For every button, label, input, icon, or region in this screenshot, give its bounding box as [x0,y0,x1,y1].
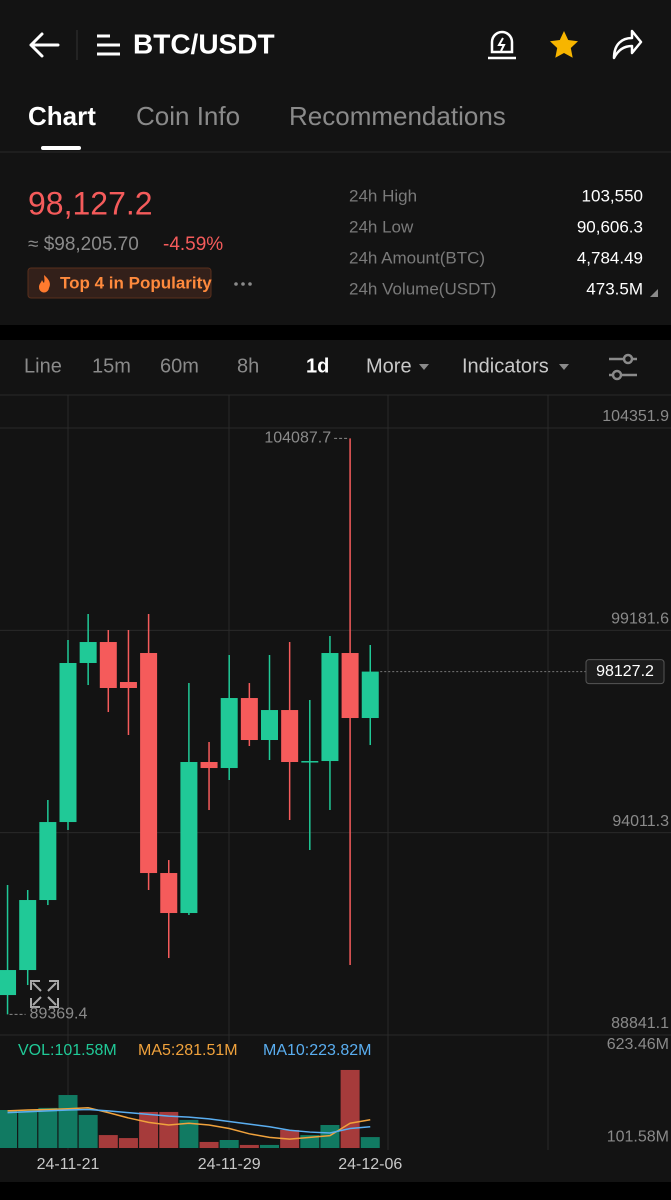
high-label: 104087.7 [264,430,331,447]
volume-bar [118,1138,138,1148]
volume-bar [18,1110,38,1148]
y-tick-label: 94011.3 [612,813,669,830]
y-tick-label: 101.58M [607,1128,669,1145]
stat-label: 24h Low [349,217,414,236]
volume-bar [179,1119,199,1148]
candle-body [99,642,117,689]
interval[interactable]: 60m [160,355,199,377]
volume-bar [159,1111,179,1148]
tab[interactable]: Chart [28,101,96,131]
volume-bar [199,1141,219,1148]
more-dots[interactable] [234,282,252,286]
candle-body [321,653,339,762]
interval[interactable]: More [366,355,412,377]
flame-icon [38,275,50,293]
tab[interactable]: Coin Info [136,101,240,131]
stat-value: 4,784.49 [577,248,643,267]
y-tick-label: 104351.9 [602,408,669,425]
interval[interactable]: 1d [306,355,329,377]
back-button[interactable] [29,32,60,58]
candle-body [341,653,359,719]
interval[interactable]: Line [24,355,62,377]
x-tick-label: 24-11-29 [198,1156,261,1173]
stat-value: 90,606.3 [577,217,643,236]
volume-bar [38,1107,58,1148]
candle-body [79,642,97,663]
stat-value: 473.5M [586,279,643,298]
candle-body [160,873,178,914]
legend-entry: MA10:223.82M [263,1042,372,1059]
stat-label: 24h High [349,186,417,205]
candle-body [361,671,379,719]
interval[interactable]: 15m [92,355,131,377]
volume-bar [0,1110,18,1148]
candle-body [0,970,17,996]
volume-bar [260,1144,279,1148]
expand-icon[interactable] [30,980,59,1008]
y-tick-label: 99181.6 [611,611,669,628]
pair-title[interactable]: BTC/USDT [133,28,275,59]
last-price: 98,127.2 [28,185,153,221]
corner-mark [650,289,658,297]
volume-bar [360,1137,380,1148]
candle-body [261,710,278,741]
ma-line [7,1108,371,1134]
last-price-label: 98127.2 [596,663,654,680]
legend-entry: VOL:101.58M [18,1042,117,1059]
badge[interactable] [27,267,212,299]
volume-bar [78,1114,98,1148]
candle-body [39,822,57,901]
interval[interactable]: Indicators [462,355,549,377]
volume-bar [219,1140,239,1148]
candle-body [281,710,299,763]
low-label: 89369.4 [30,1006,88,1023]
x-tick-label: 24-12-06 [338,1156,402,1173]
candle-body [140,653,158,874]
last-price-box [585,659,665,685]
volume-bar [320,1125,340,1148]
candle-body [59,662,77,823]
candle-body [301,761,319,763]
legend-entry: MA5:281.51M [138,1042,238,1059]
candle-body [180,762,198,914]
x-tick-label: 24-11-21 [37,1156,100,1173]
candle-body [119,682,137,689]
interval[interactable]: 8h [237,355,259,377]
stat-value: 103,550 [582,186,643,205]
stat-label: 24h Volume(USDT) [349,279,496,298]
badge-text[interactable]: Top 4 in Popularity [60,273,212,292]
volume-bar [340,1069,360,1148]
volume-bar [98,1135,118,1148]
y-tick-label: 88841.1 [611,1015,669,1032]
menu-icon[interactable] [97,34,120,56]
volume-pane [0,1069,380,1148]
favorite-star[interactable] [550,31,578,58]
dropdown-arrow [419,364,429,370]
y-tick-label: 623.46M [607,1036,669,1053]
candle-body [220,698,238,769]
candle-body [240,698,258,741]
stats: 24h High 103,550 24h Low 90,606.3 24h Amount… [349,186,643,298]
price-change: -4.59% [163,234,223,255]
interval-bar: Line 15m 60m 8h 1d More Indicators [24,355,549,377]
alert-icon[interactable] [488,30,516,60]
separator-band [0,325,671,340]
settings-icon[interactable] [609,353,637,381]
plot: 88841.1 94011.3 99181.6 104351.9 24-11-21 24-… [0,408,671,1173]
stat-label: 24h Amount(BTC) [349,248,485,267]
dropdown-arrow [559,364,569,370]
share-icon[interactable] [612,29,643,60]
ma-line [7,1106,371,1140]
fiat-price: ≈ $98,205.70 [28,234,139,255]
volume-bar [58,1095,78,1148]
bottom-band [0,1182,671,1200]
volume-bar [239,1144,259,1148]
candle-body [19,900,37,971]
candle-body [200,762,218,769]
tab[interactable]: Recommendations [289,101,506,131]
tab-underline [41,146,81,150]
